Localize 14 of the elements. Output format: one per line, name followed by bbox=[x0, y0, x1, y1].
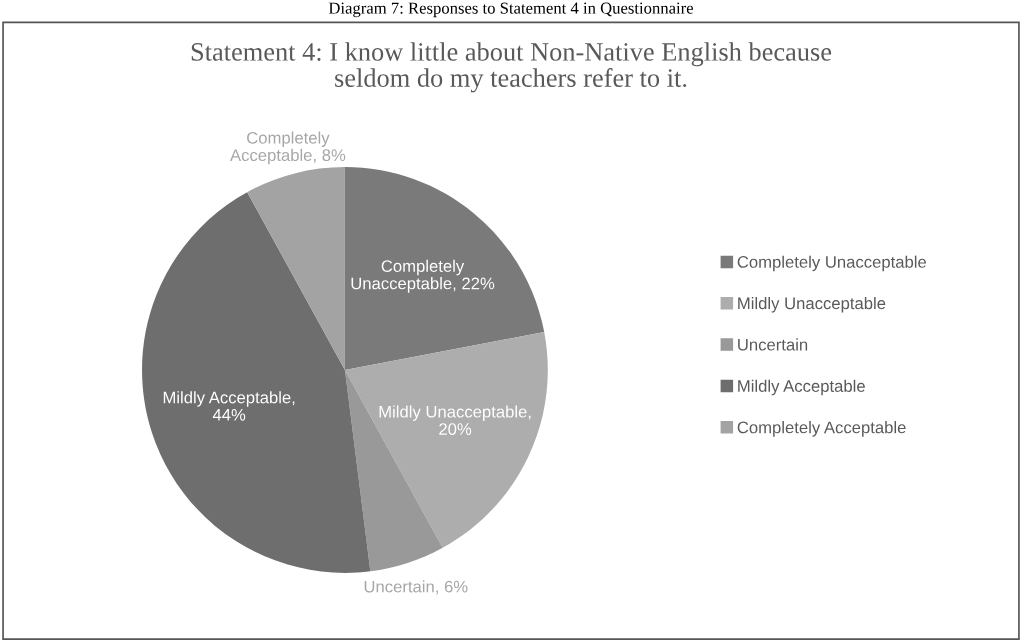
data-label: Mildly Unacceptable, 20% bbox=[379, 405, 531, 435]
legend-label: Completely Acceptable bbox=[737, 421, 906, 437]
chart-title: Statement 4: I know little about Non-Native English because seldom do my teachers refer to it. bbox=[191, 42, 832, 93]
pie-slice bbox=[344, 331, 548, 548]
legend-label: Mildly Acceptable bbox=[738, 379, 865, 396]
legend-label: Uncertain bbox=[738, 338, 808, 351]
data-label: Completely Acceptable, 8% bbox=[230, 131, 346, 165]
data-label: Uncertain, 6% bbox=[364, 580, 468, 595]
data-label: Mildly Acceptable, 44% bbox=[163, 391, 295, 421]
pie-slice bbox=[247, 167, 345, 370]
data-label: Completely Unacceptable, 22% bbox=[351, 259, 495, 293]
legend-label: Mildly Unacceptable bbox=[738, 297, 886, 313]
legend-label: Completely Unacceptable bbox=[737, 255, 927, 272]
text: Diagram 7: Responses to Statement 4 in Questionnaire bbox=[328, 2, 694, 18]
